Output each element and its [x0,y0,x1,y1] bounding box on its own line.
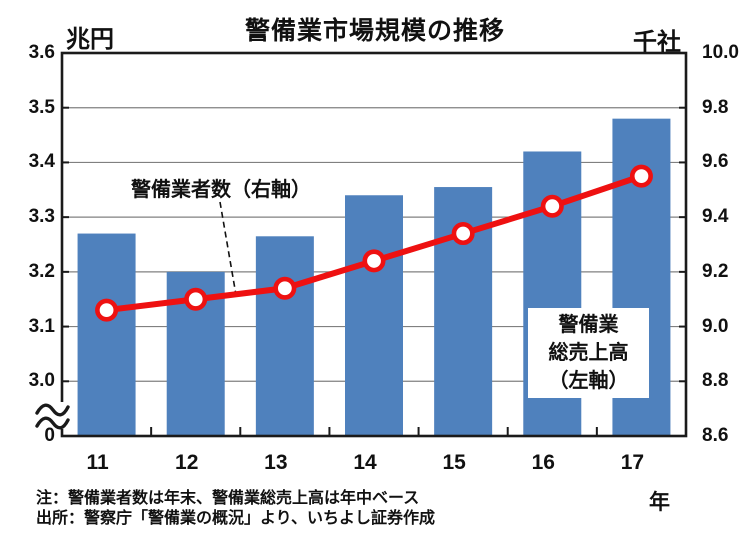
x-axis-tick-label: 15 [442,451,466,474]
bar-14 [345,195,403,436]
bar-series-annotation: 警備業 総売上高 （左軸） [528,308,649,398]
x-axis-unit-label: 年 [649,491,670,514]
line-series-annotation: 警備業者数（右軸） [131,179,311,201]
left-axis-tick-label: 0 [44,425,55,446]
data-point-marker-12 [184,287,208,311]
right-axis-tick-label: 10.0 [702,42,739,63]
left-axis-tick-label: 3.0 [28,370,55,392]
right-axis-tick-label: 9.8 [702,96,729,118]
left-axis-unit-label: 兆円 [66,26,114,53]
right-axis-tick-label: 8.6 [702,425,729,446]
data-point-marker-14 [362,249,386,273]
footnote: 注：警備業者数は年末、警備業総売上高は年中ベース [36,490,420,507]
left-axis-tick-label: 3.1 [28,315,55,337]
data-point-marker-16 [540,194,564,218]
right-axis-tick-label: 9.4 [702,206,729,228]
axis-break-icon [35,416,70,430]
left-axis-tick-label: 3.4 [28,151,55,173]
right-axis-tick-label: 9.2 [702,260,729,282]
x-axis-tick-label: 17 [620,451,645,474]
source-note: 出所：警察庁「警備業の概況」より、いちよし証券作成 [36,510,436,527]
annotation-leader-line [219,201,237,296]
plot-border [60,51,688,438]
x-axis-tick-label: 13 [264,451,288,474]
x-axis-tick-label: 12 [175,451,199,474]
right-axis-tick-label: 8.8 [702,370,729,392]
right-axis-tick-label: 9.6 [702,151,729,173]
left-axis-tick-label: 3.3 [28,206,55,228]
right-axis-unit-label: 千社 [633,29,681,56]
data-point-marker-11 [95,298,119,322]
data-point-marker-17 [629,164,653,188]
left-axis-tick-label: 3.2 [28,260,55,282]
x-axis-tick-label: 16 [531,451,555,474]
bar-11 [77,233,136,436]
data-point-marker-13 [273,276,297,300]
axis-break-icon [35,403,70,417]
data-point-marker-15 [451,222,475,246]
x-axis-tick-label: 11 [86,451,109,474]
left-axis-tick-label: 3.5 [28,96,55,118]
x-axis-tick-label: 14 [353,451,377,474]
left-axis-tick-label: 3.6 [28,42,55,63]
right-axis-tick-label: 9.0 [702,315,729,337]
chart-title: 警備業市場規模の推移 [244,17,505,45]
bar-13 [255,236,314,436]
